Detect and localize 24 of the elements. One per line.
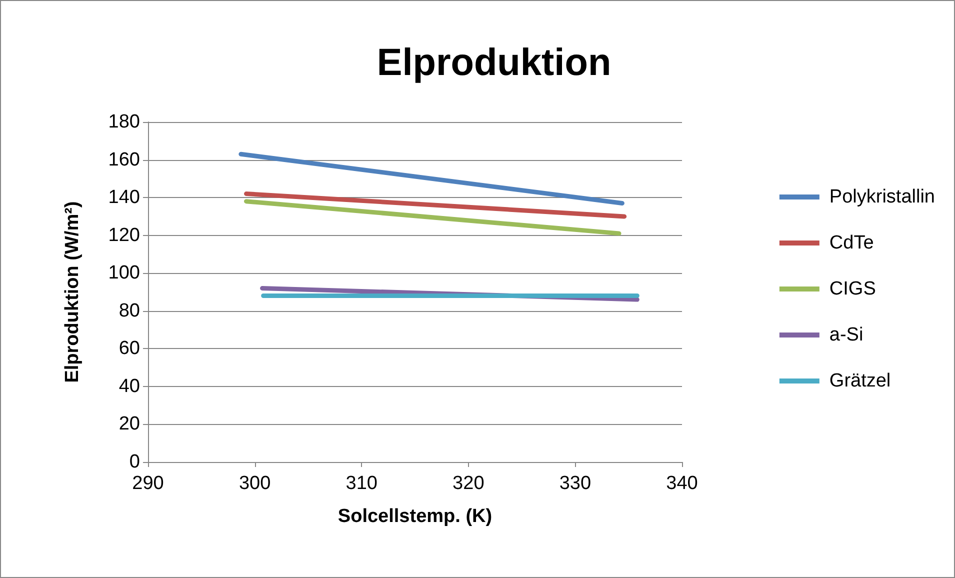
x-tick-label: 320 [452,473,484,494]
y-tick-label: 20 [118,414,140,435]
y-tick-label: 40 [118,376,140,397]
y-tick-label: 80 [118,300,140,322]
x-tick-label: 340 [666,473,698,494]
y-tick-label: 0 [129,452,140,472]
x-tick-label: 330 [559,473,592,494]
y-axis-title: Elproduktion (W/m²) [62,201,83,383]
y-tick-label: 100 [108,262,140,284]
legend-label: Grätzel [829,370,891,392]
x-tick-label: 300 [238,473,271,494]
chart-title: Elproduktion [376,42,612,84]
y-tick-label: 180 [108,112,140,132]
y-tick-label: 160 [108,149,140,170]
y-tick-label: 60 [118,338,140,360]
legend-label: CdTe [829,232,874,254]
x-tick-label: 290 [132,473,164,494]
y-tick-label: 120 [108,224,140,246]
y-tick-label: 140 [108,187,140,208]
legend-label: CIGS [829,278,876,300]
x-tick-label: 310 [346,473,378,494]
legend-label: a-Si [829,324,864,346]
legend-label: Polykristallin [829,186,936,208]
x-axis-title: Solcellstemp. (K) [338,506,492,527]
